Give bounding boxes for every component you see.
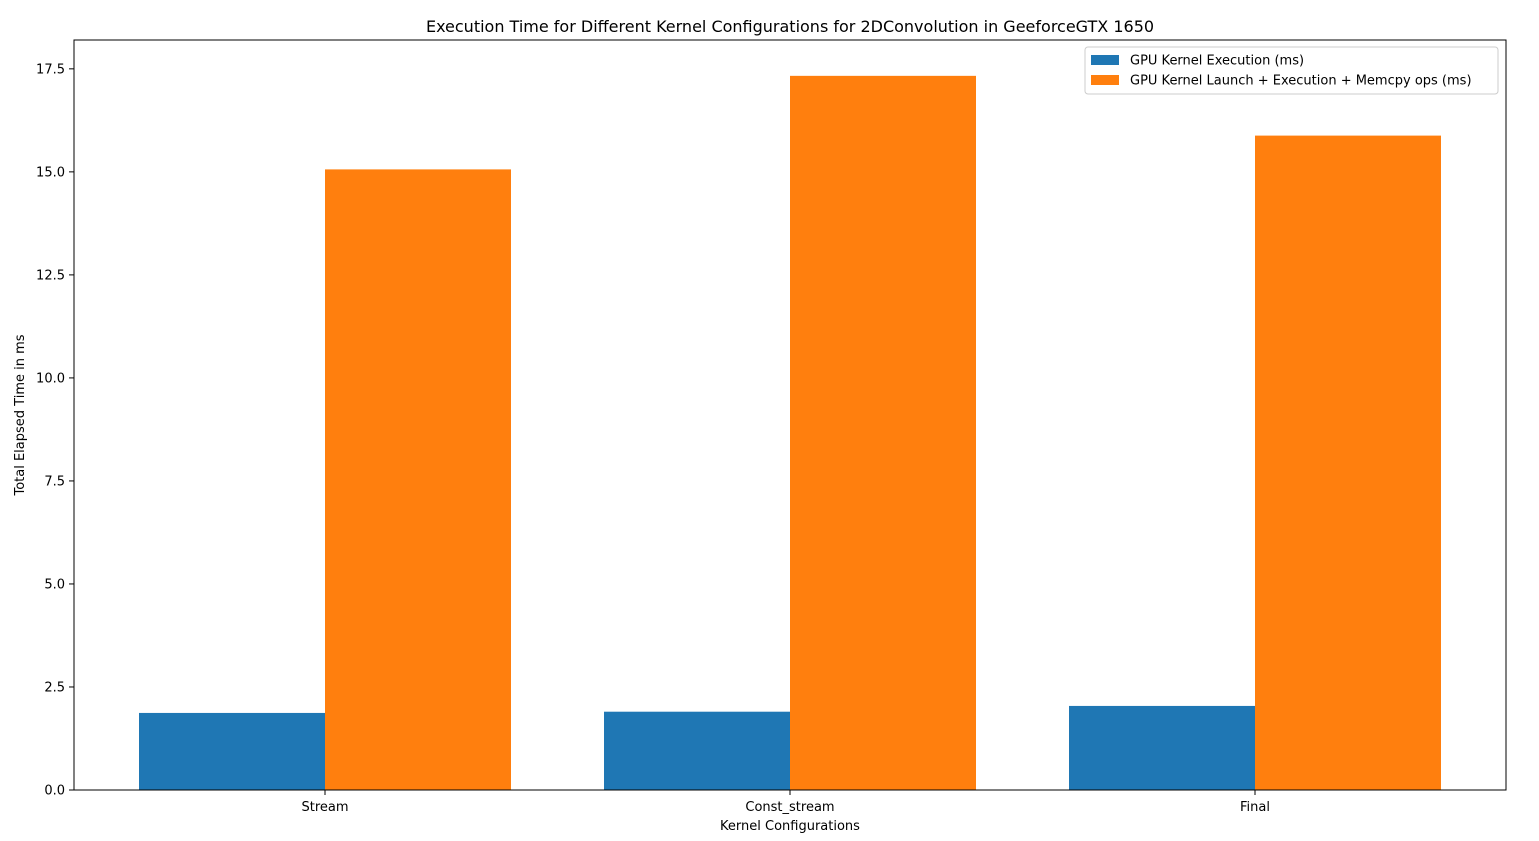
- axes: 0.0 2.5 5.0 7.5 10.0 12.5 15.0 17.5 Stream Const_…: [36, 39, 1507, 815]
- x-tick-label-const_stream: Const_stream: [745, 800, 834, 815]
- y-tick-label: 0.0: [44, 784, 65, 799]
- x-tick-label-final: Final: [1240, 800, 1270, 815]
- y-tick-label: 15.0: [36, 165, 65, 180]
- y-tick-label: 10.0: [36, 371, 65, 386]
- y-tick-label: 5.0: [44, 577, 65, 592]
- y-tick-label: 7.5: [44, 474, 65, 489]
- y-axis-title: Total Elapsed Time in ms: [13, 334, 28, 496]
- bar-kernel-execution-final: [1069, 705, 1255, 790]
- legend-box: [1084, 46, 1499, 95]
- x-axis-title: Kernel Configurations: [720, 819, 860, 834]
- bar-kernel-execution-const_stream: [604, 711, 790, 790]
- legend-label-1: GPU Kernel Launch + Execution + Memcpy o…: [1130, 74, 1472, 89]
- bar-kernel-execution-stream: [139, 712, 325, 790]
- y-tick-label: 12.5: [36, 268, 65, 283]
- bar-launch-execution-memcpy-const_stream: [790, 75, 976, 791]
- chart-title: Execution Time for Different Kernel Conf…: [426, 17, 1154, 36]
- legend-swatch-0: [1091, 55, 1119, 65]
- bar-launch-execution-memcpy-final: [1255, 135, 1441, 791]
- bar-launch-execution-memcpy-stream: [325, 169, 511, 790]
- bars: [139, 75, 1441, 791]
- y-tick-label: 2.5: [44, 680, 65, 695]
- legend-swatch-1: [1091, 75, 1119, 85]
- y-tick-label: 17.5: [36, 62, 65, 77]
- legend-label-0: GPU Kernel Execution (ms): [1130, 54, 1304, 69]
- x-tick-label-stream: Stream: [301, 800, 348, 815]
- legend: GPU Kernel Execution (ms) GPU Kernel Laun…: [1084, 46, 1499, 95]
